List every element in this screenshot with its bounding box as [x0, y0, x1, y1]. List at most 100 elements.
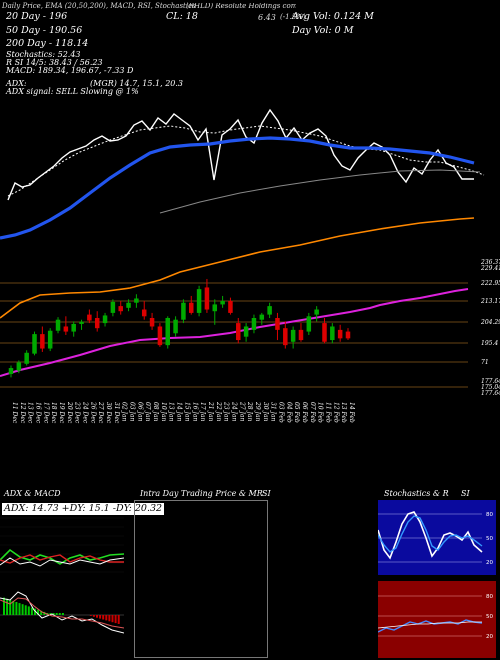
date-label: 18 Dec [50, 402, 57, 424]
date-label: 05 Feb [293, 402, 300, 423]
intraday-si: SI [262, 489, 271, 498]
date-label: 17 Jan [199, 402, 206, 422]
date-label: 07 Jan [144, 402, 151, 422]
date-label: 27 Jan [238, 401, 245, 422]
date-label: 13 Dec [27, 402, 34, 424]
macd-bar [18, 603, 21, 615]
moving-averages [0, 136, 475, 377]
candle-body [314, 309, 319, 315]
candle-body [87, 314, 92, 321]
candle-body [259, 314, 265, 320]
candle-body [47, 330, 53, 349]
macd-bar [9, 599, 12, 615]
date-label: 13 Feb [340, 402, 347, 423]
macd-bar [99, 615, 102, 619]
stoch-tick: 80 [486, 512, 493, 518]
candlesticks [8, 278, 351, 378]
macd-bar [108, 615, 111, 622]
macd-value: MACD: 189.34, 196.67, -7.33 D [6, 66, 134, 75]
price-levels [0, 282, 468, 388]
macd-bar [49, 613, 52, 615]
candle-body [243, 326, 249, 337]
level-label: 204.29 [480, 319, 500, 326]
date-label: 26 Dec [89, 401, 96, 424]
rsi-tick: 20 [486, 634, 493, 640]
stoch-tick: 20 [486, 560, 493, 566]
candle-body [149, 318, 155, 327]
ema-magenta-line [0, 288, 469, 377]
candle-body [236, 323, 241, 341]
date-label: 06 Feb [301, 402, 308, 423]
level-label: 175.04 [481, 384, 500, 391]
date-label: 21 Jan [207, 401, 214, 422]
macd-bar [102, 615, 105, 620]
date-label: 27 Dec [97, 401, 104, 424]
upper-indicator-lines [7, 108, 485, 214]
candle-body [102, 315, 108, 324]
candle-body [337, 329, 343, 339]
candle-body [283, 328, 288, 346]
candle-body [32, 334, 37, 354]
stoch-si: SI [461, 489, 470, 498]
ema20-line [7, 125, 485, 197]
candle-body [126, 302, 131, 308]
date-label: 29 Jan [254, 401, 261, 422]
candle-body [189, 302, 194, 313]
ema20-label: 20 Day - 196 [6, 11, 68, 22]
macd-signal-line [0, 597, 124, 629]
candle-body [290, 329, 296, 342]
date-axis-labels: 11 Dec 12 Dec 13 Dec 16 Dec 17 Dec 18 Dec 19 D… [11, 401, 355, 424]
rsi-avg-line [378, 621, 482, 629]
macd-bar [40, 610, 43, 615]
macd-bar [96, 615, 98, 618]
date-label: 31 Dec [113, 402, 120, 424]
adx-values: (MGR) 14.7, 15.1, 20.3 [90, 79, 183, 88]
stoch-bg [378, 500, 496, 575]
date-label: 30 Dec [105, 402, 112, 424]
candle-body [71, 323, 76, 332]
level-label: 222.95 [480, 280, 500, 287]
date-label: 12 Feb [332, 402, 339, 423]
date-label: 10 Feb [317, 402, 324, 423]
candle-body [141, 309, 147, 317]
date-label: 07 Feb [309, 402, 316, 423]
date-label: 03 Jan [129, 402, 136, 422]
macd-bar [6, 598, 9, 615]
ema50-label: 50 Day - 190.56 [6, 25, 83, 36]
date-label: 11 Feb [324, 402, 331, 423]
intraday-panel [134, 500, 268, 658]
candle-body [267, 306, 272, 315]
stoch-rsi-panel: 80 50 20 80 50 20 [378, 500, 496, 658]
candle-body [40, 334, 45, 349]
adx-line [0, 557, 124, 567]
candle-body [63, 326, 69, 332]
rsi-tick: 50 [486, 614, 493, 620]
level-label: 229.41 [480, 265, 500, 272]
macd-bar [24, 605, 27, 615]
adx-macd-title: ADX & MACD [4, 489, 61, 498]
plus-di-line [0, 548, 124, 565]
candle-body [16, 362, 22, 371]
candle-body [330, 326, 335, 341]
candle-body [251, 318, 257, 330]
ema50-line [0, 136, 475, 240]
stoch-k-line [378, 511, 483, 560]
candle-body [298, 329, 304, 341]
avg-volume: Avg Vol: 0.124 M [292, 11, 374, 22]
macd-bar [114, 615, 117, 624]
candle-body [275, 318, 280, 330]
date-label: 14 Jan [176, 402, 183, 422]
date-label: 28 Jan [246, 401, 253, 422]
adx-signal: ADX signal: SELL Slowing @ 1% [6, 87, 139, 96]
candle-body [118, 306, 123, 312]
date-label: 10 Jan [160, 402, 167, 422]
date-label: 24 Dec [82, 401, 89, 424]
date-label: 13 Jan [168, 402, 175, 422]
date-label: 31 Jan [270, 402, 277, 422]
candle-body [173, 319, 178, 334]
level-label: 195.4 [481, 340, 498, 347]
price-line [7, 108, 474, 201]
level-label: 177.64 [481, 390, 500, 397]
adx-macd-panel: ADX: 14.73 +DY: 15.1 -DY: 20.32 [0, 500, 165, 658]
